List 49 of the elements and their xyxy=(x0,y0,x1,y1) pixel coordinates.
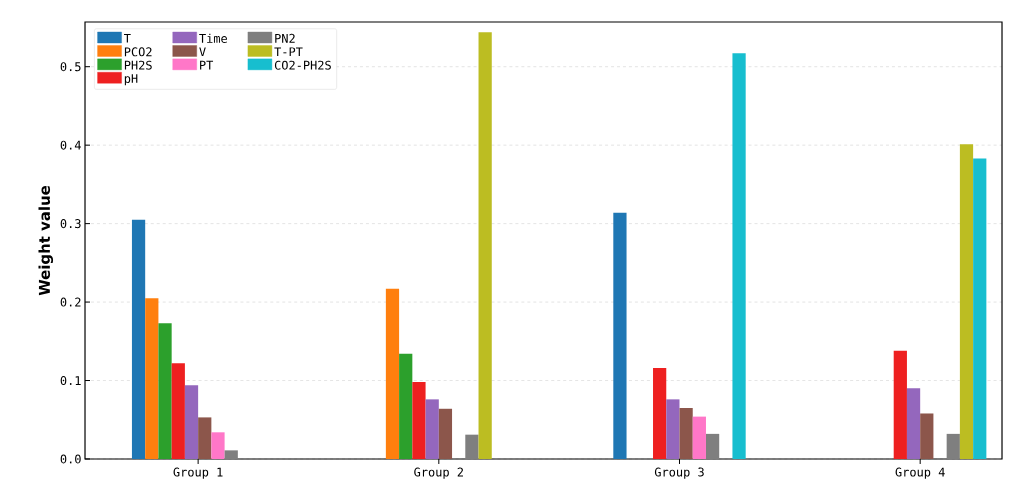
bar xyxy=(385,288,400,459)
legend-label: PH2S xyxy=(124,60,152,70)
y-axis-title: Weight value xyxy=(38,185,54,296)
y-tick-label: 0.4 xyxy=(60,140,81,150)
bar xyxy=(732,53,746,459)
bar xyxy=(893,350,907,459)
legend-label: T xyxy=(124,33,131,43)
bar xyxy=(198,417,212,459)
bar xyxy=(171,363,185,459)
bar xyxy=(211,432,225,459)
bar xyxy=(959,144,974,459)
y-tick-label: 0.2 xyxy=(60,297,81,307)
bar xyxy=(946,433,960,459)
legend-label: CO2-PH2S xyxy=(274,60,331,70)
legend-label: T-PT xyxy=(274,47,303,57)
legend-label: PT xyxy=(200,60,214,70)
y-tick-label: 0.1 xyxy=(60,376,81,386)
bar xyxy=(478,32,492,459)
legend-label: PCO2 xyxy=(124,47,152,57)
x-tick-label: Group 2 xyxy=(414,467,463,479)
bar xyxy=(692,416,706,459)
bar xyxy=(131,219,146,459)
x-tick-label: Group 3 xyxy=(654,467,704,479)
bar xyxy=(705,433,720,459)
bar xyxy=(145,298,159,459)
legend-label: V xyxy=(199,47,206,57)
bar xyxy=(973,158,987,459)
bar xyxy=(184,385,199,459)
bar xyxy=(465,434,479,459)
bar xyxy=(438,408,453,459)
bar xyxy=(653,367,667,459)
bar xyxy=(679,407,693,459)
bar xyxy=(399,353,413,459)
x-tick-label: Group 4 xyxy=(895,467,945,479)
legend-label: PN2 xyxy=(275,33,295,43)
bar xyxy=(906,388,921,459)
bar xyxy=(425,399,439,459)
y-tick-label: 0.3 xyxy=(60,219,81,229)
bar xyxy=(224,450,238,459)
legend-label: pH xyxy=(124,74,138,86)
bar xyxy=(666,399,680,459)
bar xyxy=(920,413,934,459)
y-tick-label: 0.5 xyxy=(60,62,81,72)
bar xyxy=(613,212,627,459)
legend-label: Time xyxy=(199,33,227,43)
bar xyxy=(158,323,172,459)
y-tick-label: 0.0 xyxy=(60,454,81,464)
x-tick-label: Group 1 xyxy=(173,467,223,479)
bar xyxy=(412,382,426,459)
